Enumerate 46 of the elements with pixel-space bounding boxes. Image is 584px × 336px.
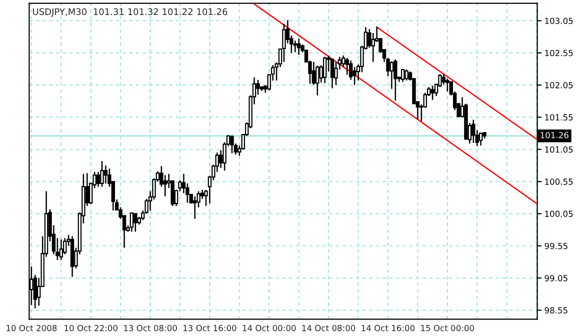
- y-tick-label: 101.55: [545, 114, 573, 120]
- x-tick-label: 13 Oct 08:00: [124, 324, 177, 332]
- candlestick: [230, 134, 234, 154]
- candlestick: [446, 78, 450, 92]
- x-tick-label: 14 Oct 16:00: [362, 324, 415, 332]
- candlestick: [322, 56, 327, 84]
- y-tick-label: 99.05: [544, 275, 568, 282]
- ref-line-label: 101.26: [540, 132, 568, 138]
- y-tick-label: 100.55: [545, 178, 573, 185]
- candlestick: [100, 160, 104, 188]
- candlestick: [312, 61, 316, 86]
- x-tick-label: 14 Oct 00:00: [242, 324, 296, 332]
- candlestick: [96, 171, 100, 188]
- x-tick-label: 14 Oct 08:00: [302, 324, 356, 332]
- x-tick-label: 10 Oct 22:00: [64, 324, 118, 332]
- y-tick-label: 102.55: [545, 50, 573, 56]
- candlestick: [134, 212, 138, 232]
- candlestick: [334, 61, 338, 86]
- y-tick-label: 102.05: [545, 82, 573, 88]
- candlestick: [316, 65, 320, 96]
- candlestick: [163, 174, 167, 197]
- y-tick-label: 100.05: [545, 210, 573, 217]
- candlestick: [430, 85, 434, 100]
- text: USDJPY,M30 101.31 101.32 101.22 101.26: [33, 8, 228, 17]
- x-tick-label: 10 Oct 2008: [6, 324, 57, 332]
- candlestick: [104, 164, 108, 184]
- candlestick: [404, 68, 408, 82]
- candlestick: [282, 23, 286, 63]
- y-tick-label: 101.05: [545, 146, 573, 153]
- candlestick: [394, 58, 398, 102]
- x-tick-label: 13 Oct 16:00: [183, 324, 236, 332]
- candlestick: [478, 132, 483, 146]
- y-tick-label: 98.55: [544, 307, 568, 314]
- candlestick: [330, 58, 334, 89]
- x-tick-label: 15 Oct 00:00: [421, 324, 474, 332]
- candlestick: [352, 66, 356, 86]
- candlestick: [400, 68, 405, 82]
- candlestick: [130, 212, 134, 232]
- candlestick: [296, 38, 301, 56]
- y-tick-label: 99.55: [544, 242, 568, 250]
- candlestick: [472, 119, 476, 144]
- candlestick: [256, 79, 260, 96]
- candlestick: [390, 60, 394, 90]
- candlestick: [348, 60, 353, 81]
- candlestick: [59, 238, 63, 261]
- y-tick-label: 103.05: [545, 18, 573, 24]
